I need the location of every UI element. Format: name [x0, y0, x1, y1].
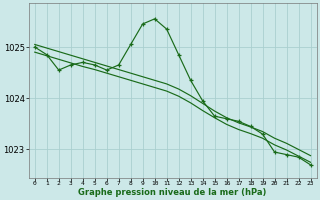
X-axis label: Graphe pression niveau de la mer (hPa): Graphe pression niveau de la mer (hPa) [78, 188, 267, 197]
